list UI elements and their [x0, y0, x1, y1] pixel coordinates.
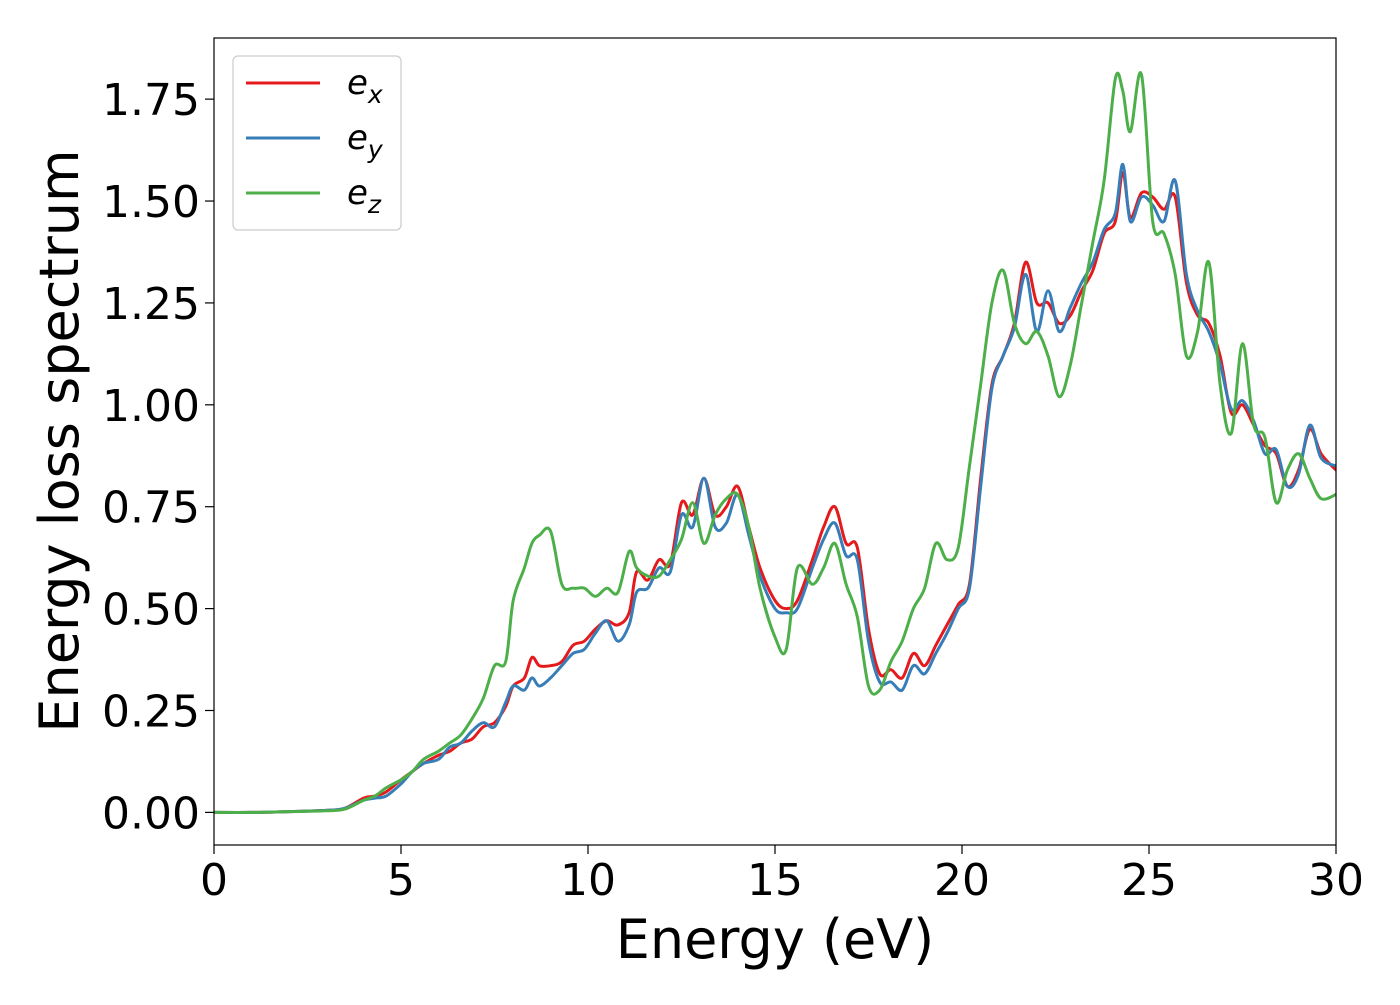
x-tick-label: 30 — [1308, 855, 1364, 906]
x-tick-label: 15 — [747, 855, 803, 906]
legend-label: ex — [347, 63, 383, 109]
legend-label: ez — [347, 173, 382, 219]
y-tick-label: 1.00 — [102, 381, 200, 432]
x-tick-label: 25 — [1121, 855, 1177, 906]
x-axis: 0 5 10 15 20 25 30 — [200, 845, 1364, 906]
legend: ex ey ez — [232, 55, 402, 231]
x-tick-label: 0 — [200, 855, 228, 906]
y-axis: 0.00 0.25 0.50 0.75 1.00 1.25 1.50 1.75 — [102, 75, 214, 839]
y-tick-label: 1.50 — [102, 177, 200, 228]
series-layer — [214, 71, 1336, 814]
y-axis-label: Energy loss spectrum — [28, 149, 91, 732]
series-line-y — [214, 162, 1336, 814]
y-tick-label: 0.75 — [102, 483, 200, 534]
y-tick-label: 0.25 — [102, 687, 200, 738]
legend-item-y: ey — [246, 118, 384, 164]
y-tick-label: 1.25 — [102, 279, 200, 330]
legend-item-x: ex — [246, 63, 383, 109]
x-tick-label: 20 — [934, 855, 990, 906]
y-tick-label: 0.50 — [102, 585, 200, 636]
x-axis-label: Energy (eV) — [616, 908, 935, 971]
x-tick-label: 5 — [387, 855, 415, 906]
x-tick-label: 10 — [560, 855, 616, 906]
y-tick-label: 0.00 — [102, 788, 200, 839]
y-tick-label: 1.75 — [102, 75, 200, 126]
legend-item-z: ez — [246, 173, 382, 219]
legend-label: ey — [347, 118, 384, 164]
series-line-z — [214, 71, 1336, 814]
series-line-x — [214, 170, 1336, 814]
legend-box — [232, 55, 402, 231]
